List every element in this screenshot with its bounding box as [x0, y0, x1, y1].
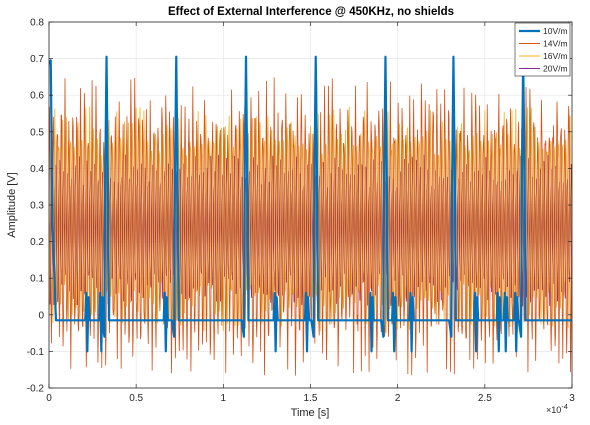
y-tick-label: 0.3 [30, 201, 44, 212]
x-tick-label: 3 [569, 393, 575, 404]
x-exponent-base: ×10 [546, 405, 561, 415]
x-axis-label: Time [s] [291, 407, 330, 419]
x-exponent-label: ×10-4 [546, 402, 568, 415]
y-tick-label: 0.2 [30, 237, 44, 248]
y-tick-label: -0.2 [27, 384, 45, 395]
y-tick-label: 0.5 [30, 127, 44, 138]
x-tick-label: 2.5 [478, 393, 492, 404]
x-tick-label: 1 [221, 393, 227, 404]
y-tick-label: 0.1 [30, 274, 44, 285]
x-tick-label: 0.5 [129, 393, 143, 404]
legend-label: 10V/m [543, 26, 568, 36]
series-line-10v-per-m [49, 55, 572, 353]
y-tick-label: 0 [38, 310, 44, 321]
legend-label: 16V/m [543, 51, 568, 61]
y-axis-label: Amplitude [V] [6, 172, 18, 237]
legend-label: 14V/m [543, 39, 568, 49]
x-tick-label: 2 [395, 393, 401, 404]
x-tick-label: 0 [46, 393, 52, 404]
y-tick-label: 0.8 [30, 18, 44, 29]
y-tick-labels: -0.2 -0.1 0 0.1 0.2 0.3 0.4 0.5 0.6 0.7 0.8 [27, 18, 45, 395]
plot-area [48, 21, 573, 389]
y-tick-label: -0.1 [27, 347, 45, 358]
y-tick-label: 0.7 [30, 54, 44, 65]
x-tick-labels: 0 0.5 1 1.5 2 2.5 3 [46, 393, 575, 404]
axis-ticks [48, 21, 573, 389]
y-tick-label: 0.6 [30, 91, 44, 102]
chart-title: Effect of External Interference @ 450KHz… [168, 6, 454, 18]
legend-label: 20V/m [543, 64, 568, 74]
legend[interactable]: 10V/m 14V/m 16V/m 20V/m [514, 22, 571, 77]
x-exponent-power: -4 [561, 402, 568, 411]
series-group [49, 55, 572, 376]
y-tick-label: 0.4 [30, 164, 44, 175]
series-line-16v-per-m [49, 106, 572, 333]
x-tick-label: 1.5 [304, 393, 318, 404]
